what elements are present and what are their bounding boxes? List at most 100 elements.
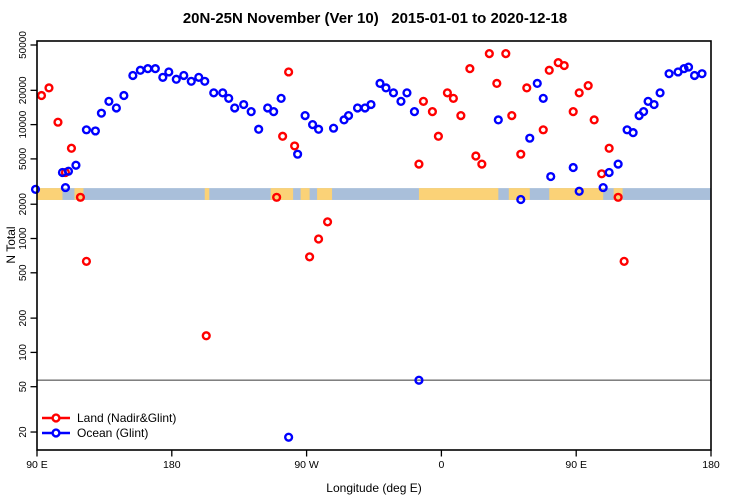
x-tick-label: 90 E — [26, 459, 48, 471]
data-point-land — [427, 107, 438, 117]
data-point-ocean — [638, 107, 649, 117]
data-point-ocean — [655, 88, 665, 98]
data-point-ocean — [186, 76, 196, 86]
data-point-ocean — [381, 83, 391, 93]
data-point-land — [522, 83, 532, 93]
data-point-ocean — [396, 96, 406, 106]
data-point-ocean — [239, 99, 249, 110]
data-point-ocean — [604, 167, 614, 178]
data-point-land — [290, 141, 300, 151]
data-point-ocean — [246, 107, 256, 117]
chart-title: 20N-25N November (Ver 10) 2015-01-01 to … — [182, 10, 568, 27]
x-tick-label: 90 E — [565, 459, 587, 471]
data-point-land — [604, 143, 614, 153]
data-point-ocean — [313, 124, 324, 134]
y-tick-label: 10000 — [18, 110, 29, 138]
data-point-ocean — [200, 76, 210, 86]
data-point-ocean — [218, 88, 228, 98]
data-point-land — [507, 110, 517, 121]
data-point-land — [81, 256, 92, 266]
data-point-land — [568, 107, 578, 117]
data-point-ocean — [683, 62, 694, 72]
y-tick-label: 100 — [18, 344, 29, 361]
data-point-ocean — [628, 128, 638, 138]
data-point-ocean — [284, 432, 294, 442]
data-point-land — [456, 110, 466, 121]
data-point-ocean — [30, 184, 41, 194]
data-point-land — [53, 117, 63, 127]
data-point-land — [278, 131, 288, 141]
legend-label: Ocean (Glint) — [77, 426, 148, 440]
data-point-ocean — [689, 70, 700, 81]
data-point-ocean — [254, 124, 264, 134]
data-point-land — [613, 192, 623, 202]
data-point-ocean — [679, 64, 689, 74]
data-point-land — [465, 64, 475, 74]
data-point-ocean — [613, 159, 623, 169]
data-point-ocean — [343, 110, 354, 121]
data-point-ocean — [96, 108, 107, 118]
x-tick-label: 0 — [438, 459, 444, 471]
data-point-land — [304, 252, 315, 262]
map-band-land — [317, 188, 333, 200]
y-tick-label: 50 — [18, 381, 29, 393]
data-point-land — [418, 96, 429, 106]
data-point-ocean — [164, 67, 174, 77]
data-point-ocean — [532, 78, 542, 89]
data-point-land — [619, 256, 629, 266]
data-point-ocean — [60, 182, 71, 193]
data-point-land — [448, 93, 458, 103]
data-point-land — [36, 90, 47, 101]
data-point-ocean — [538, 93, 548, 103]
data-point-ocean — [179, 70, 189, 81]
data-point-land — [284, 67, 294, 77]
data-point-ocean — [328, 123, 339, 133]
data-point-ocean — [209, 88, 219, 98]
data-point-land — [559, 60, 569, 71]
data-point-land — [201, 331, 211, 341]
data-point-land — [583, 81, 593, 91]
data-point-ocean — [352, 103, 363, 113]
y-tick-label: 5000 — [18, 147, 29, 170]
data-point-land — [544, 65, 554, 75]
legend-label: Land (Nadir&Glint) — [77, 411, 176, 425]
data-point-ocean — [171, 74, 181, 84]
data-point-ocean — [194, 72, 204, 82]
y-tick-label: 200 — [18, 309, 29, 326]
map-band-land — [204, 188, 210, 200]
data-point-land — [477, 159, 487, 169]
x-axis-title: Longitude (deg E) — [326, 481, 422, 495]
data-point-land — [589, 115, 599, 125]
data-point-land — [433, 131, 444, 141]
data-point-ocean — [81, 125, 92, 135]
data-point-ocean — [574, 186, 584, 196]
data-point-ocean — [111, 103, 121, 113]
y-tick-label: 500 — [18, 264, 29, 281]
legend-marker-circle — [51, 413, 61, 423]
data-point-land — [442, 88, 452, 98]
data-point-ocean — [366, 99, 376, 110]
data-point-ocean — [63, 166, 74, 176]
data-point-ocean — [409, 107, 420, 117]
y-tick-label: 1000 — [18, 227, 29, 250]
data-point-ocean — [300, 110, 310, 121]
data-point-ocean — [307, 120, 318, 130]
plot-border — [36, 40, 712, 451]
data-point-land — [322, 217, 333, 227]
data-point-ocean — [546, 171, 556, 182]
data-point-ocean — [664, 69, 674, 79]
data-point-ocean — [158, 72, 168, 82]
data-point-ocean — [402, 88, 412, 98]
data-point-ocean — [649, 99, 659, 110]
data-point-ocean — [224, 93, 234, 103]
data-point-ocean — [388, 88, 399, 98]
data-point-ocean — [119, 90, 129, 101]
x-tick-label: 180 — [702, 459, 720, 471]
data-point-land — [574, 88, 584, 98]
data-point-ocean — [230, 103, 240, 113]
data-point-ocean — [150, 64, 160, 74]
data-point-ocean — [598, 182, 608, 193]
data-point-ocean — [414, 375, 424, 385]
